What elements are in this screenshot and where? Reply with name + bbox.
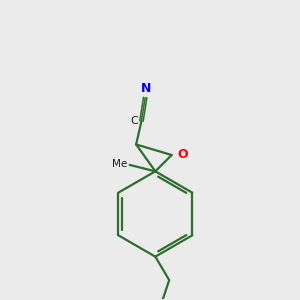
Text: O: O: [178, 148, 188, 161]
Text: Me: Me: [112, 159, 127, 169]
Text: C: C: [130, 116, 138, 126]
Text: N: N: [141, 82, 152, 95]
